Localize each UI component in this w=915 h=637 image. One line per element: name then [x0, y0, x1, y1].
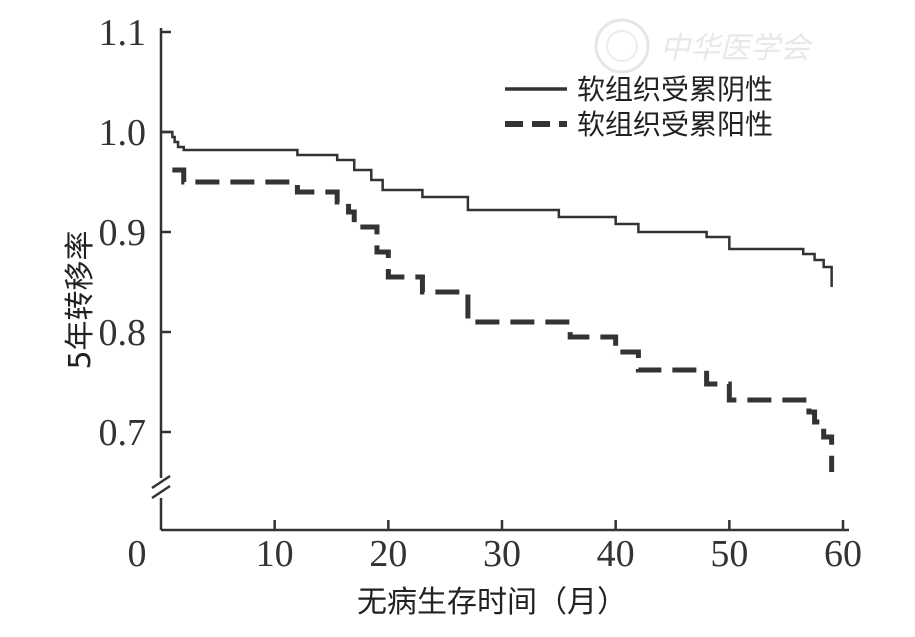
watermark: 中华医学会 [594, 18, 813, 74]
x-tick-label: 50 [710, 533, 748, 575]
series-line-positive [172, 167, 835, 472]
x-axis-title: 无病生存时间（月） [357, 585, 627, 620]
x-tick-label: 10 [256, 533, 294, 575]
y-tick-label: 0.9 [99, 212, 147, 254]
y-axis-title: 5年转移率 [63, 230, 98, 369]
x-tick-label: 60 [824, 533, 862, 575]
y-ticks: 0.7 0.8 0.9 1.0 1.1 [99, 12, 171, 454]
watermark-seal-icon [594, 18, 650, 74]
series-layer [160, 130, 835, 473]
x-ticks: 0 10 20 30 40 50 60 [128, 520, 862, 575]
y-tick-label: 1.0 [99, 112, 147, 154]
x-tick-label: 20 [369, 533, 407, 575]
watermark-text: 中华医学会 [660, 31, 813, 66]
y-tick-label: 0.7 [99, 412, 147, 454]
axis-break-marker [151, 474, 171, 500]
y-tick-label: 0.8 [99, 312, 147, 354]
y-tick-label: 1.1 [99, 12, 147, 54]
legend: 软组织受累阴性 软组织受累阳性 [505, 73, 773, 141]
x-tick-label: 30 [483, 533, 521, 575]
x-tick-label: 40 [597, 533, 635, 575]
series-line-negative [161, 130, 833, 287]
x-tick-label: 0 [128, 533, 147, 575]
legend-label-positive: 软组织受累阳性 [577, 108, 773, 141]
watermark-seal-inner [606, 30, 638, 62]
legend-label-negative: 软组织受累阴性 [577, 73, 773, 106]
